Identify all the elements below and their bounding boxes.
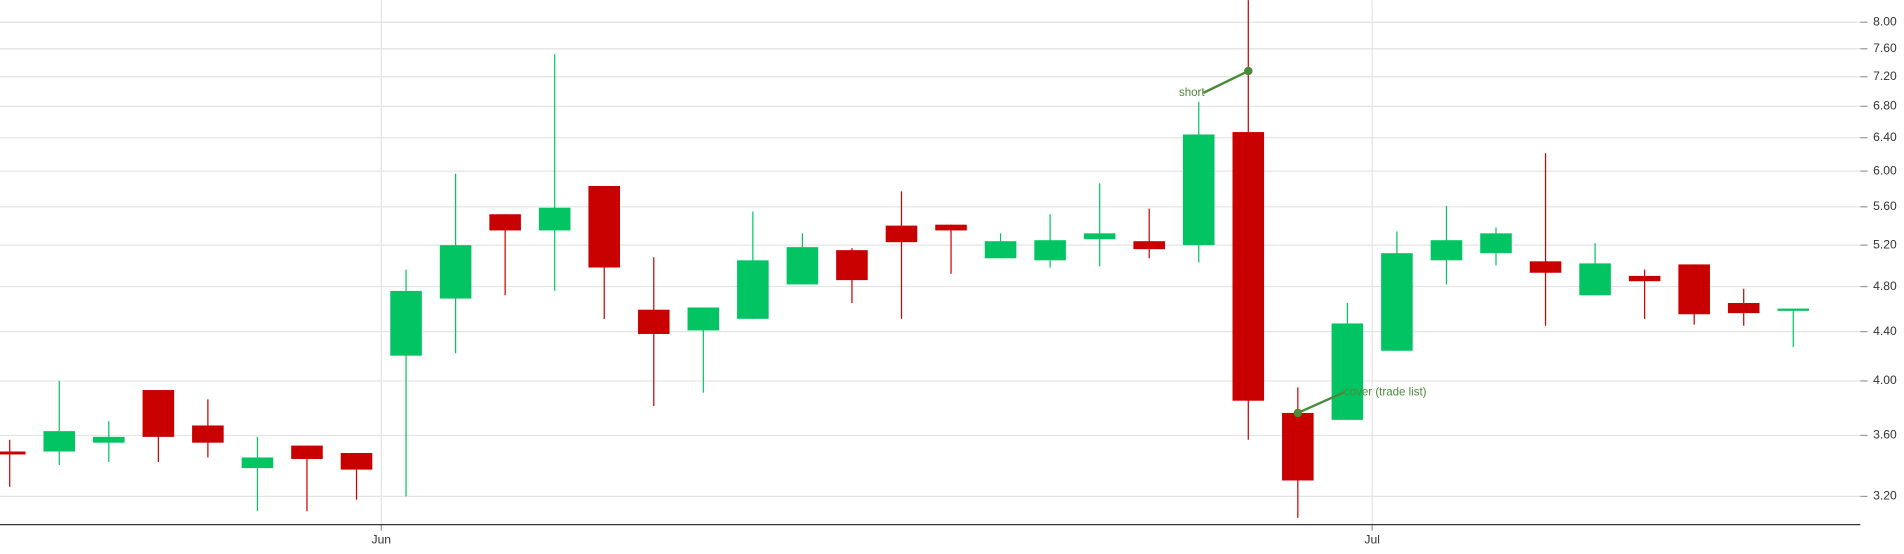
annotation-line [1202, 69, 1249, 94]
candle-body [1430, 240, 1463, 261]
annotation-dot [1293, 408, 1303, 418]
y-tick-label: 5.60 [1873, 199, 1897, 213]
candle-body [0, 451, 26, 455]
candle-body [737, 260, 769, 319]
candle-body [984, 241, 1017, 259]
y-tick-label: 6.00 [1873, 163, 1897, 177]
candle-body [1182, 134, 1215, 246]
candle-body [1034, 240, 1066, 261]
y-tick-label: 4.80 [1873, 279, 1897, 293]
candle-body [935, 224, 967, 231]
x-tick-label: Jun [372, 533, 392, 547]
candle-body [489, 214, 521, 231]
annotation-label: short [1179, 87, 1205, 99]
y-tick-label: 7.20 [1873, 69, 1897, 83]
candle-body [1678, 264, 1710, 315]
y-tick-label: 6.40 [1873, 130, 1897, 144]
candle-body [786, 247, 819, 285]
candle-body [43, 431, 76, 452]
y-tick-label: 4.40 [1873, 324, 1897, 338]
candle-body [1628, 275, 1661, 282]
candle-body [291, 445, 323, 459]
y-tick-label: 5.20 [1873, 237, 1897, 251]
candle-body [1133, 241, 1165, 250]
candle-body [1282, 412, 1314, 481]
y-tick-label: 7.60 [1873, 41, 1897, 55]
candle-body [538, 207, 571, 231]
candle-body [637, 309, 670, 334]
y-tick-label: 6.80 [1873, 99, 1897, 113]
candle-body [142, 390, 175, 437]
y-tick-label: 8.00 [1873, 14, 1897, 28]
candle-body [1381, 253, 1413, 351]
candle-body [1480, 233, 1512, 254]
candle-body [390, 290, 422, 356]
y-tick-label: 3.60 [1873, 428, 1897, 442]
candle-body [241, 457, 274, 469]
candle-body [687, 307, 720, 331]
candle-body [1777, 308, 1810, 311]
annotation-dot [1244, 66, 1253, 76]
annotation-line [1297, 391, 1345, 415]
y-tick-label: 3.20 [1873, 489, 1897, 503]
candle-body [93, 436, 125, 443]
x-tick-label: Jul [1364, 533, 1379, 547]
candle-body [1232, 132, 1265, 401]
candle-body [885, 225, 918, 243]
candle-body [836, 250, 868, 281]
annotation-label: cover (trade list) [1344, 386, 1427, 398]
candle-body [588, 185, 621, 268]
candle-body [1727, 303, 1760, 314]
candle-body [340, 452, 373, 470]
candle-body [1083, 233, 1116, 240]
candle-body [192, 425, 224, 443]
y-tick-label: 4.00 [1873, 373, 1897, 387]
candle-body [1331, 323, 1364, 420]
candle-body [439, 245, 472, 299]
candle-body [1579, 263, 1611, 296]
candle-body [1529, 261, 1562, 273]
